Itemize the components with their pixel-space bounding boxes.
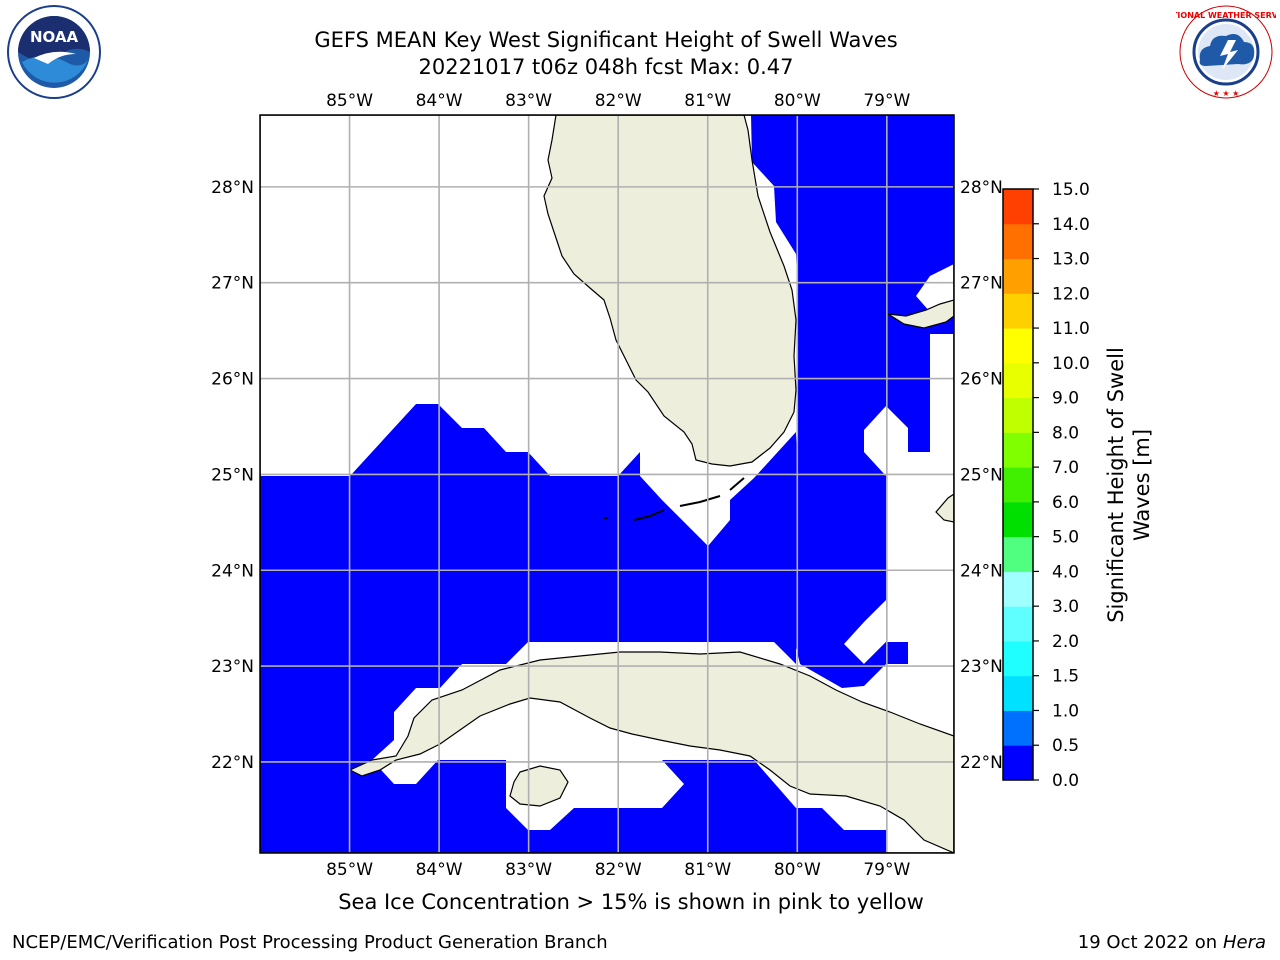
lat-tick-left: 27°N: [211, 274, 254, 294]
credit-date-text: 19 Oct 2022 on: [1077, 932, 1223, 953]
cuba-land: [348, 651, 954, 853]
lon-tick-top: 83°W: [505, 91, 552, 111]
colorbar-segment: [1003, 467, 1033, 503]
lat-tick-left: 25°N: [211, 465, 254, 485]
colorbar-segment: [1003, 397, 1033, 433]
lat-tick-right: 25°N: [960, 465, 1003, 485]
colorbar-segment: [1003, 432, 1033, 468]
colorbar-tick-label: 9.0: [1052, 389, 1079, 409]
colorbar: 0.0 0.5 1.0 1.5 2.0 3.0 4.0 5.0 6.0 7.0 8.0 9.0 10.0…: [1002, 180, 1090, 791]
colorbar-segment: [1003, 606, 1033, 642]
svg-text:NATIONAL WEATHER SERVICE: NATIONAL WEATHER SERVICE: [1176, 11, 1276, 20]
lat-tick-right: 22°N: [960, 753, 1003, 773]
lat-tick-left: 28°N: [211, 178, 254, 198]
colorbar-segment: [1003, 293, 1033, 329]
colorbar-segment: [1003, 640, 1033, 677]
sea-ice-footnote: Sea Ice Concentration > 15% is shown in …: [0, 890, 1280, 914]
colorbar-tick-label: 13.0: [1052, 250, 1090, 270]
lon-tick-top: 79°W: [863, 91, 910, 111]
svg-text:★ ★ ★: ★ ★ ★: [1213, 89, 1240, 98]
lon-tick-bottom: 81°W: [684, 860, 731, 880]
credit-host: Hera: [1222, 932, 1266, 953]
colorbar-tick-label: 11.0: [1052, 319, 1090, 339]
noaa-logo: NOAA: [7, 5, 101, 99]
colorbar-tick-label: 6.0: [1052, 493, 1079, 513]
swell-field: [260, 115, 954, 853]
colorbar-segment: [1003, 675, 1033, 711]
axis-tick-labels: 85°W 85°W 84°W 84°W 83°W 83°W 82°W 82°W 81°W 81°W…: [211, 91, 1003, 880]
colorbar-tick-label: 8.0: [1052, 423, 1079, 443]
lat-tick-left: 23°N: [211, 657, 254, 677]
colorbar-tick-label: 0.0: [1052, 771, 1079, 791]
lon-tick-bottom: 79°W: [863, 860, 910, 880]
colorbar-segment: [1003, 189, 1033, 225]
colorbar-segment: [1003, 536, 1033, 572]
lon-tick-top: 84°W: [416, 91, 463, 111]
colorbar-tick-label: 3.0: [1052, 597, 1079, 617]
colorbar-segment: [1003, 501, 1033, 538]
credit-date: 19 Oct 2022 on Hera: [1078, 932, 1266, 953]
lon-tick-bottom: 85°W: [326, 860, 373, 880]
colorbar-segment: [1003, 223, 1033, 260]
credit-branch: NCEP/EMC/Verification Post Processing Pr…: [12, 932, 608, 953]
colorbar-label-line1: Significant Height of Swell: [1104, 347, 1128, 623]
colorbar-segment: [1003, 328, 1033, 364]
colorbar-tick-label: 0.5: [1052, 736, 1079, 756]
colorbar-label-line2: Waves [m]: [1130, 429, 1154, 541]
colorbar-tick-label: 1.5: [1052, 667, 1079, 687]
lon-tick-bottom: 84°W: [416, 860, 463, 880]
colorbar-tick-label: 1.0: [1052, 701, 1079, 721]
lon-tick-bottom: 83°W: [505, 860, 552, 880]
colorbar-tick-label: 4.0: [1052, 562, 1079, 582]
noaa-logo-text: NOAA: [30, 28, 79, 46]
sea-ice-footnote-text: Sea Ice Concentration > 15% is shown in …: [338, 890, 924, 914]
map-frame: [259, 114, 955, 854]
lat-tick-right: 27°N: [960, 274, 1003, 294]
colorbar-segment: [1003, 710, 1033, 746]
colorbar-segment: [1003, 362, 1033, 399]
isla-juventud: [509, 765, 569, 807]
lon-tick-bottom: 82°W: [595, 860, 642, 880]
map-plot-area: [260, 115, 954, 853]
chart-title: GEFS MEAN Key West Significant Height of…: [314, 28, 898, 52]
lat-tick-right: 23°N: [960, 657, 1003, 677]
colorbar-segment: [1003, 745, 1033, 781]
colorbar-segment: [1003, 258, 1033, 294]
colorbar-tick-label: 15.0: [1052, 180, 1090, 200]
colorbar-tick-label: 2.0: [1052, 632, 1079, 652]
colorbar-frame: [1002, 188, 1034, 781]
lon-tick-bottom: 80°W: [774, 860, 821, 880]
lon-tick-top: 80°W: [774, 91, 821, 111]
lat-tick-right: 28°N: [960, 178, 1003, 198]
gridlines: [260, 115, 954, 853]
lon-tick-top: 85°W: [326, 91, 373, 111]
lat-tick-left: 26°N: [211, 370, 254, 390]
lat-tick-right: 26°N: [960, 370, 1003, 390]
chart-subtitle: 20221017 t06z 048h fcst Max: 0.47: [418, 55, 794, 79]
florida-keys: [604, 477, 745, 521]
lon-tick-top: 82°W: [595, 91, 642, 111]
colorbar-tick-label: 7.0: [1052, 458, 1079, 478]
colorbar-tick-label: 5.0: [1052, 528, 1079, 548]
lat-tick-left: 24°N: [211, 561, 254, 581]
colorbar-tick-label: 14.0: [1052, 215, 1090, 235]
lat-tick-left: 22°N: [211, 753, 254, 773]
colorbar-tick-label: 12.0: [1052, 284, 1090, 304]
lat-tick-right: 24°N: [960, 561, 1003, 581]
nws-logo: NATIONAL WEATHER SERVICE ★ ★ ★: [1176, 5, 1276, 99]
colorbar-segment: [1003, 571, 1033, 607]
lon-tick-top: 81°W: [684, 91, 731, 111]
colorbar-tick-label: 10.0: [1052, 354, 1090, 374]
